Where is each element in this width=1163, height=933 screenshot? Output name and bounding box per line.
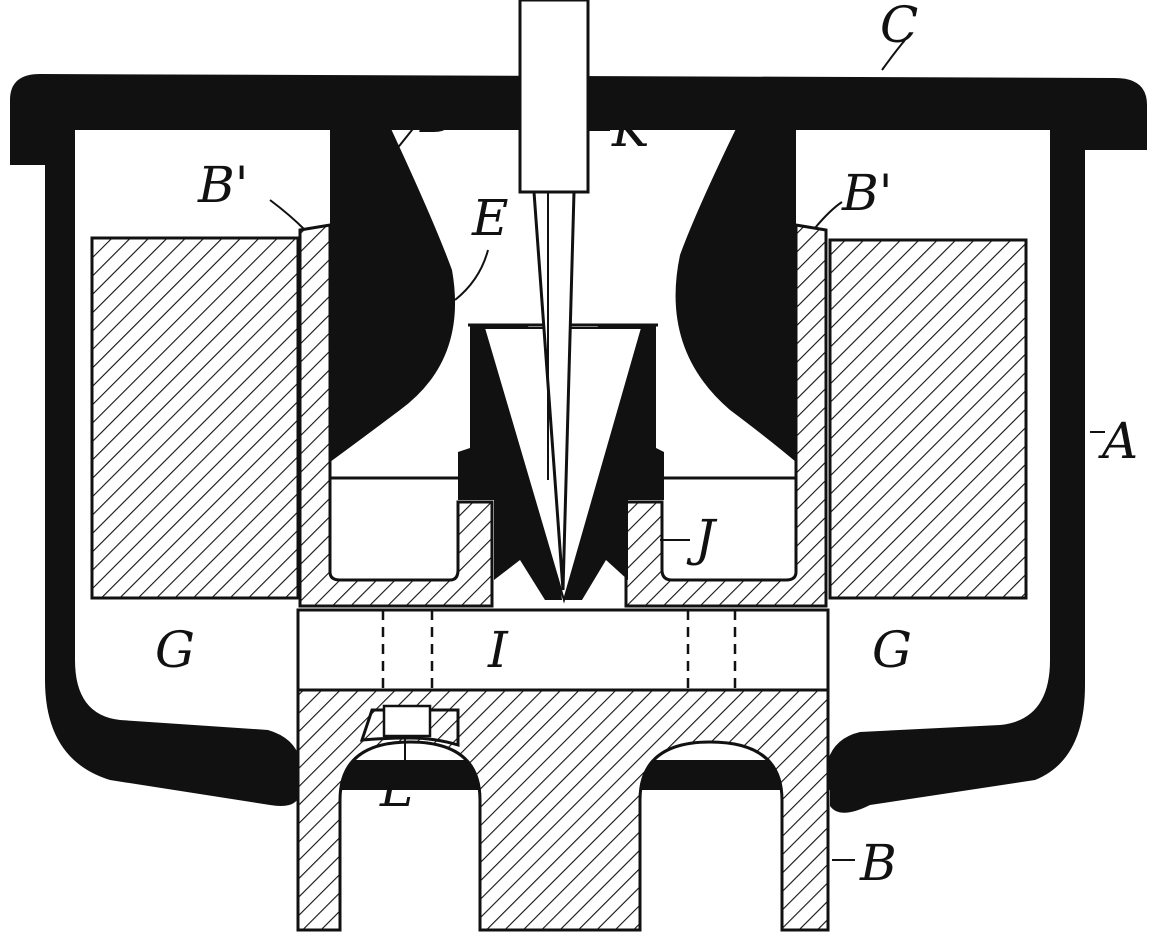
label-b: B: [859, 834, 897, 892]
pole-piece-left: [330, 80, 456, 462]
ring-i: [296, 608, 830, 692]
needle-rod: [518, 0, 590, 194]
label-g-right: G: [872, 621, 912, 679]
label-c: C: [880, 0, 918, 54]
label-b-prime-right: B': [841, 164, 893, 222]
coil-right: [828, 238, 1028, 600]
label-b-prime-left: B': [197, 156, 249, 214]
label-i: I: [487, 621, 509, 679]
label-d: D: [419, 86, 460, 144]
label-k: K: [611, 100, 652, 158]
inner-liner: [298, 223, 494, 608]
label-e: E: [471, 189, 509, 247]
label-a: A: [1098, 412, 1138, 470]
inner-liner-right: [624, 223, 828, 608]
label-g-left: G: [155, 621, 195, 679]
pole-piece-right: [675, 80, 796, 462]
label-l: L: [379, 760, 413, 818]
base-block: [296, 688, 830, 932]
coil-left: [90, 236, 300, 600]
